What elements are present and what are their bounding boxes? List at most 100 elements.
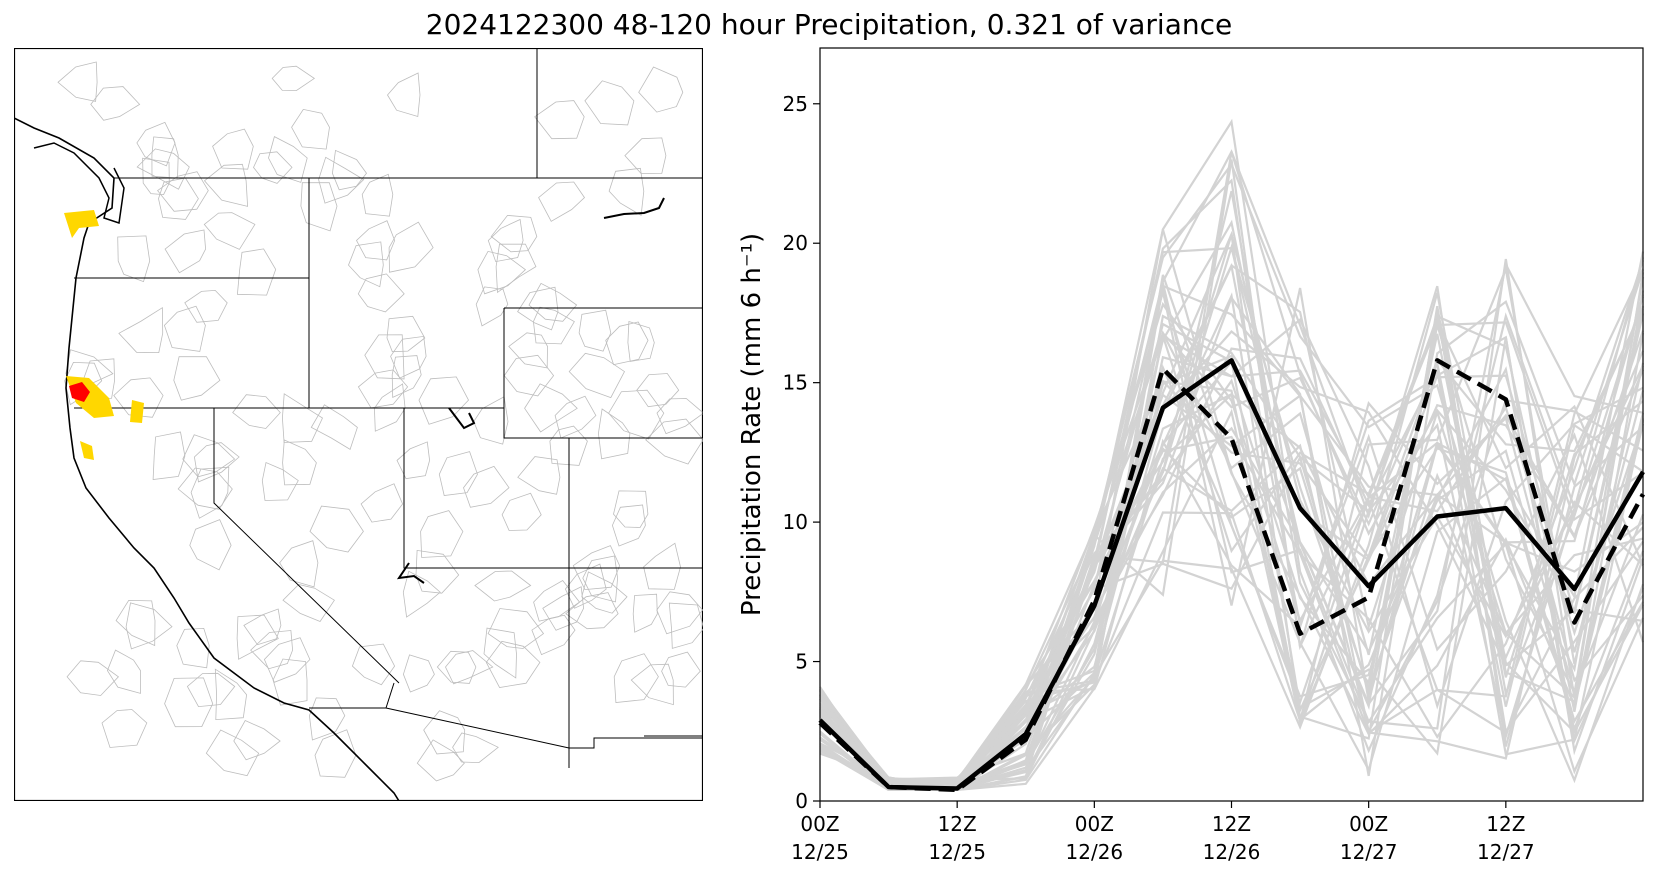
basin-map xyxy=(13,47,705,802)
basin-outline xyxy=(608,167,645,217)
y-axis-ticks: 0 5 10 15 20 25 xyxy=(783,92,820,813)
basin-outline xyxy=(66,660,120,696)
basin-outline xyxy=(630,663,674,706)
basin-outline xyxy=(184,289,228,323)
basin-outline xyxy=(186,672,236,708)
basin-outline xyxy=(282,584,335,622)
basin-outline xyxy=(364,334,405,380)
basin-outline xyxy=(115,599,156,647)
basin-outline xyxy=(348,241,384,288)
basin-outline xyxy=(613,490,649,528)
x-tick-label: 12Z xyxy=(1486,812,1525,836)
basin-outline xyxy=(233,719,281,761)
basin-outline xyxy=(309,505,364,553)
basin-outline xyxy=(402,654,435,693)
map-frame xyxy=(13,47,704,802)
basin-outline xyxy=(597,408,631,460)
x-tick-label: 12/26 xyxy=(1203,840,1261,864)
basin-outline xyxy=(565,592,619,630)
basin-outline xyxy=(490,214,538,253)
y-tick-label: 10 xyxy=(783,510,808,534)
lake-shape-3 xyxy=(396,562,425,584)
basin-outline xyxy=(638,66,684,113)
puget-sound xyxy=(33,142,125,224)
basin-outline xyxy=(236,248,277,296)
basin-outline xyxy=(487,218,524,263)
basin-outlines xyxy=(57,61,705,782)
basin-outline xyxy=(268,136,308,183)
basin-outline xyxy=(501,492,542,531)
y-tick-label: 5 xyxy=(795,650,808,674)
basin-outline xyxy=(396,441,431,480)
basin-outline xyxy=(643,542,681,590)
basin-outline xyxy=(568,352,626,399)
x-tick-label: 12/27 xyxy=(1340,840,1398,864)
basin-outline xyxy=(611,504,646,547)
basin-outline xyxy=(57,61,98,102)
basin-outline xyxy=(572,545,621,591)
basin-outline xyxy=(388,221,434,273)
basin-outline xyxy=(314,729,357,778)
ensemble-lines xyxy=(819,118,1645,792)
basin-outline xyxy=(436,650,477,684)
basin-outline xyxy=(538,181,586,222)
basin-outline xyxy=(164,677,214,728)
y-tick-label: 20 xyxy=(783,231,808,255)
basin-outline xyxy=(236,614,279,660)
basin-outline xyxy=(475,286,509,327)
basin-outline xyxy=(282,439,317,486)
basin-outline xyxy=(250,630,294,670)
basin-outline xyxy=(203,163,249,207)
basin-outline xyxy=(243,608,282,646)
highlight-yellow-ca3 xyxy=(80,441,94,460)
basin-outline xyxy=(487,608,545,649)
basin-outline xyxy=(157,171,209,212)
basin-outline xyxy=(495,243,537,294)
basin-outline xyxy=(351,643,396,686)
ensemble-member-line xyxy=(819,294,1645,791)
dashed-series-line xyxy=(818,358,1645,793)
basin-outline xyxy=(356,220,396,261)
basin-outline xyxy=(524,383,578,433)
basin-outline xyxy=(534,100,585,140)
basin-outline xyxy=(263,637,311,683)
state-borders xyxy=(74,48,704,768)
basin-outline xyxy=(318,156,365,204)
basin-outline xyxy=(193,442,240,483)
basin-outline xyxy=(281,393,324,443)
lake-shape-2 xyxy=(448,407,476,430)
basin-outline xyxy=(391,355,422,399)
basin-outline xyxy=(176,627,210,669)
basin-outline xyxy=(361,173,394,217)
figure-title: 2024122300 48-120 hour Precipitation, 0.… xyxy=(425,8,1233,41)
highlight-red-ca xyxy=(69,382,90,402)
basin-outline xyxy=(661,651,701,688)
basin-outline xyxy=(581,571,628,614)
basin-outline xyxy=(189,519,232,571)
x-tick-label: 12Z xyxy=(938,812,977,836)
basin-outline xyxy=(357,273,405,313)
basin-outline xyxy=(205,729,260,777)
ensemble-member-line xyxy=(819,435,1644,791)
basin-outline xyxy=(163,305,206,352)
basin-outline xyxy=(423,710,466,755)
basin-outline xyxy=(387,72,421,118)
basin-outline xyxy=(452,732,499,764)
y-tick-label: 15 xyxy=(783,371,808,395)
basin-outline xyxy=(624,137,667,175)
highlight-yellow-ca2 xyxy=(130,400,144,423)
basin-outline xyxy=(136,121,176,167)
x-tick-label: 00Z xyxy=(1349,812,1388,836)
y-tick-label: 25 xyxy=(783,92,808,116)
x-axis-ticks: 00Z 12/25 12Z 12/25 00Z 12/26 12Z 12/26 00Z 12/27… xyxy=(791,801,1535,864)
basin-outline xyxy=(636,373,680,408)
basin-map-svg xyxy=(13,47,705,802)
basin-outline xyxy=(177,467,233,510)
basin-outline xyxy=(613,653,659,703)
basin-outline xyxy=(632,593,658,633)
basin-outline xyxy=(101,709,148,748)
basin-outline xyxy=(261,461,299,501)
basin-outline xyxy=(542,586,585,631)
basin-outline xyxy=(117,235,151,283)
basin-outline xyxy=(386,315,426,353)
